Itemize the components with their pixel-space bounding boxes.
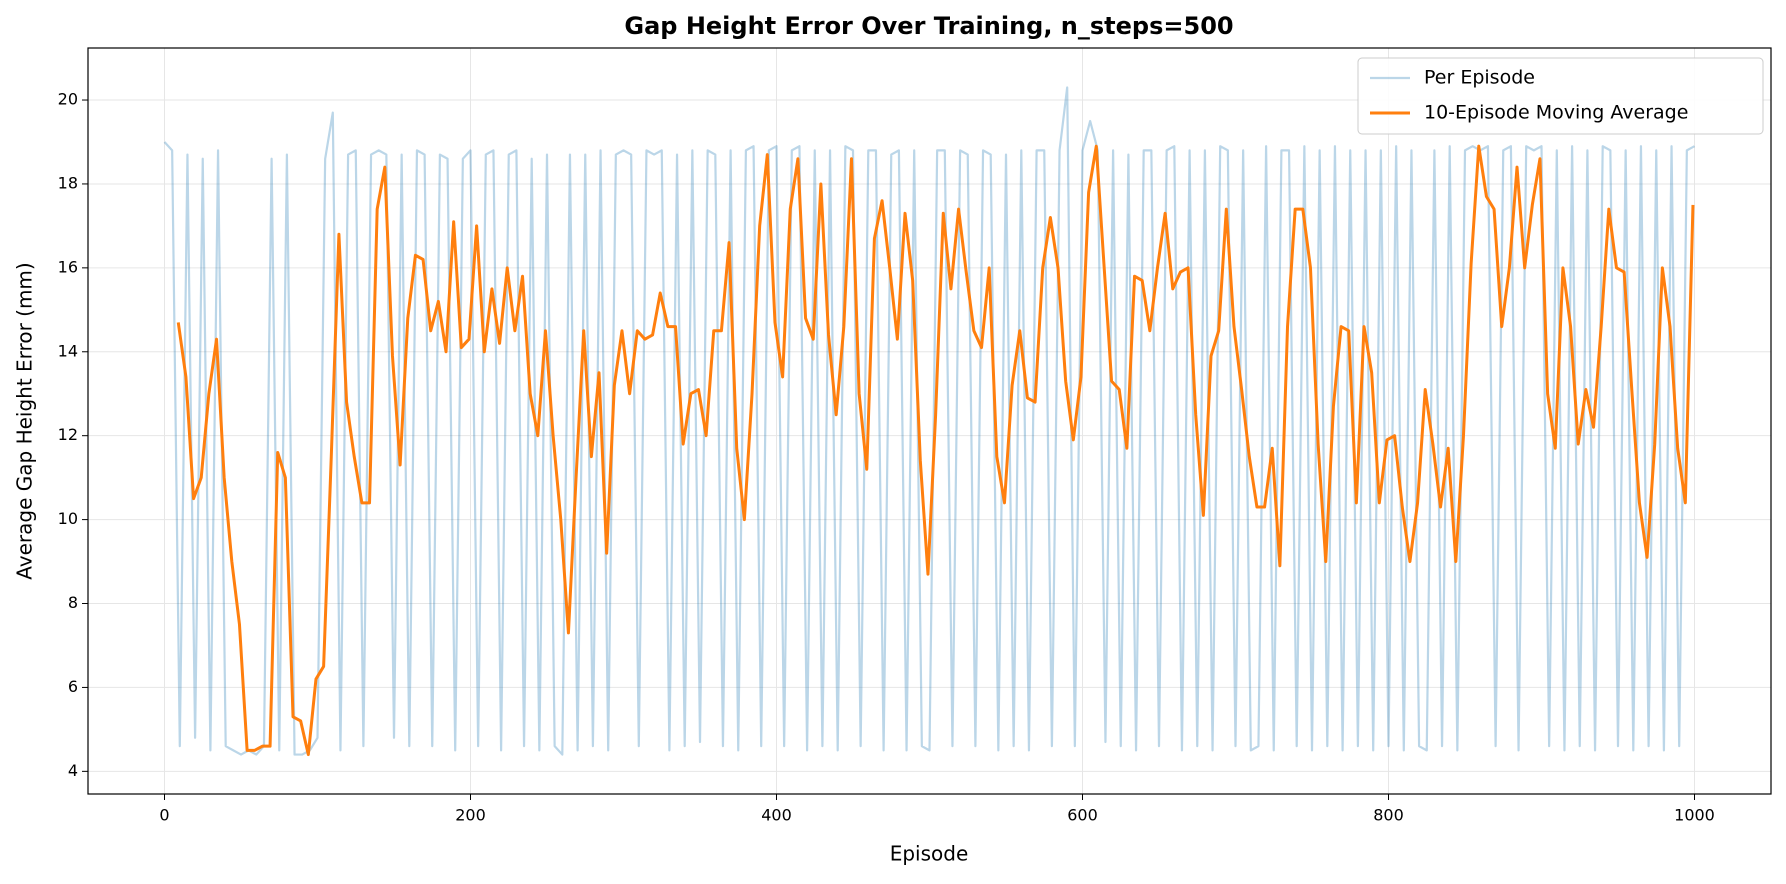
legend-label: Per Episode [1424,67,1535,89]
x-tick-label: 600 [1067,806,1098,825]
y-tick-label: 14 [58,341,78,360]
x-tick-label: 200 [455,806,486,825]
legend-box [1357,57,1764,135]
x-axis-label: Episode [890,842,969,866]
legend: Per Episode 10-Episode Moving Average [1357,57,1764,135]
legend-label: 10-Episode Moving Average [1424,102,1688,124]
x-tick-label: 800 [1373,806,1404,825]
y-axis-label: Average Gap Height Error (mm) [13,262,37,579]
y-tick-label: 8 [68,593,78,612]
y-tick-label: 12 [58,425,78,444]
series-line [176,144,1695,757]
y-tick-label: 6 [68,677,78,696]
y-tick-label: 16 [58,257,78,276]
x-tick-label: 0 [159,806,169,825]
series-line [163,86,1696,756]
x-tick-label: 400 [761,806,792,825]
chart-title: Gap Height Error Over Training, n_steps=… [624,12,1233,40]
y-tick-label: 20 [58,90,78,109]
y-tick-label: 18 [58,173,78,192]
plot-frame [87,47,1772,795]
x-tick-label: 1000 [1674,806,1715,825]
y-tick-label: 4 [68,761,78,780]
y-tick-label: 10 [58,509,78,528]
